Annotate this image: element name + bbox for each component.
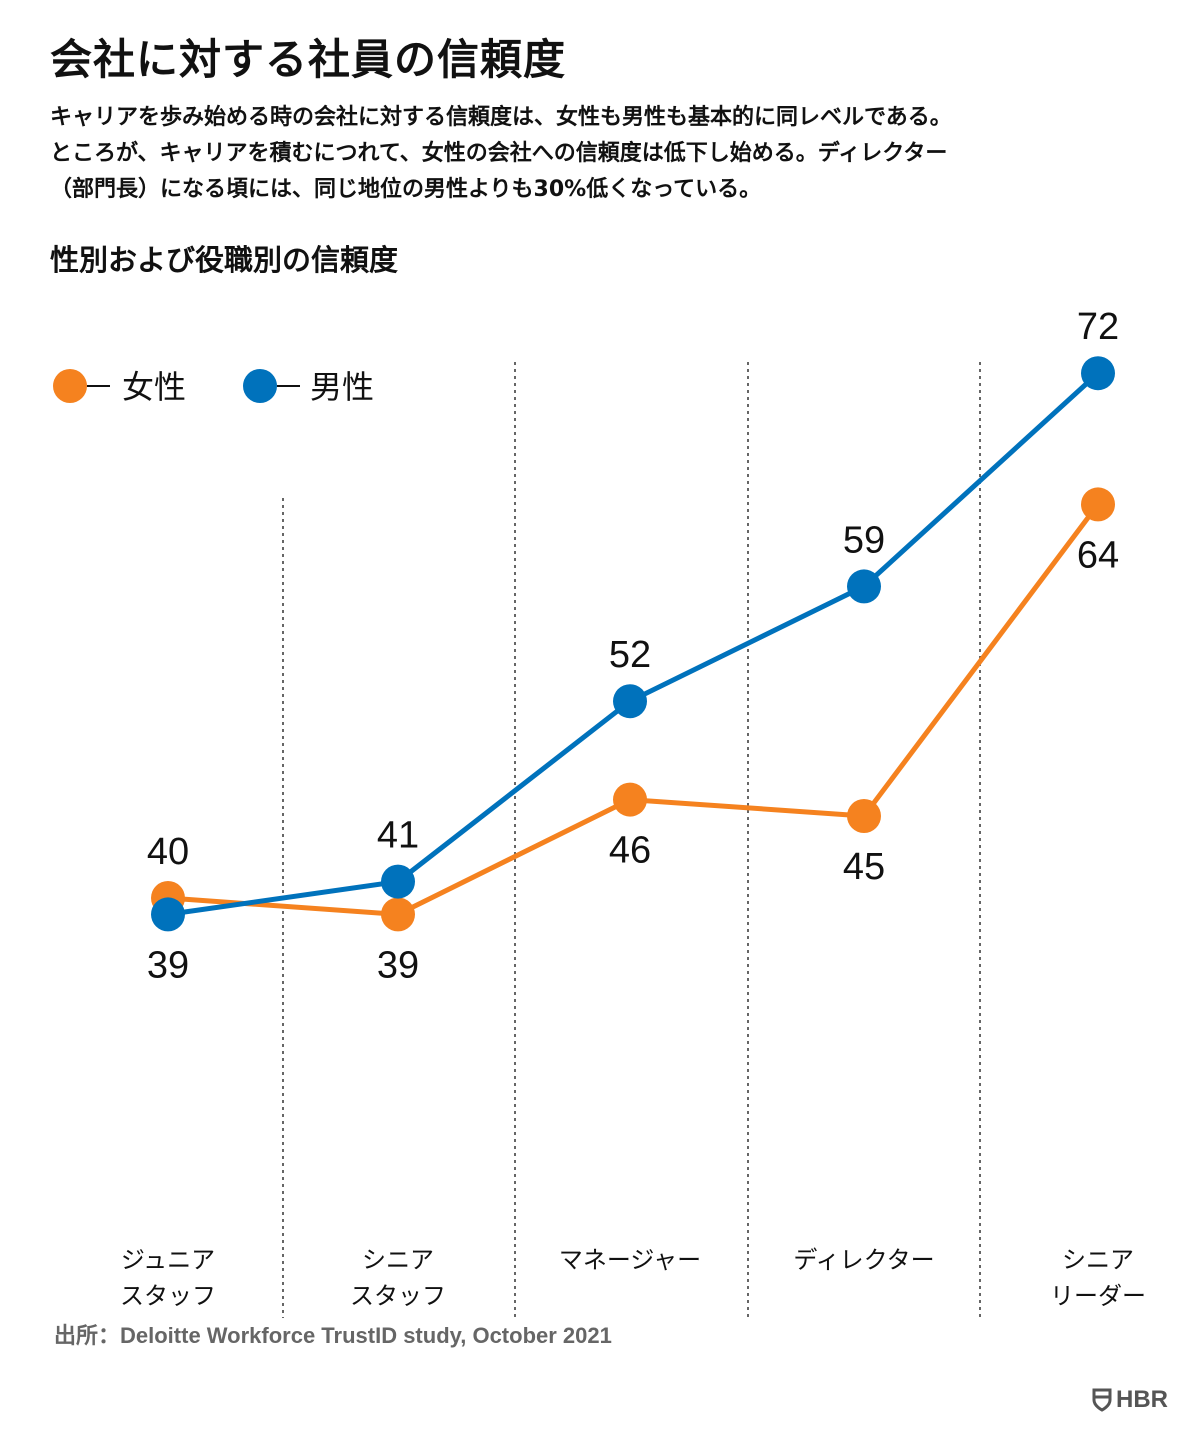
category-label: ディレクター [793,1246,934,1274]
data-label-women: 40 [147,831,189,873]
data-label-women: 39 [377,944,419,986]
data-label-men: 41 [377,815,419,857]
data-label-men: 52 [609,634,651,676]
legend-marker-men [243,369,277,403]
data-point-men [151,897,185,932]
data-point-men [1081,356,1115,391]
data-point-men [381,864,415,899]
data-label-men: 59 [843,519,885,561]
subtitle-line: （部門長）になる頃には、同じ地位の男性よりも30%低くなっている。 [50,177,762,202]
data-label-men: 39 [147,944,189,986]
category-label: ジュニアスタッフ [120,1246,216,1310]
source-note: 出所：Deloitte Workforce TrustID study, Oct… [54,1323,612,1348]
chart-heading: 性別および役職別の信頼度 [50,243,399,277]
data-point-women [1081,487,1115,522]
data-label-men: 72 [1077,306,1119,348]
data-point-men [613,684,647,719]
legend-label-women: 女性 [122,368,186,406]
legend-label-men: 男性 [310,368,374,406]
data-label-women: 64 [1077,534,1119,576]
data-point-women [847,799,881,833]
hbr-logo: HBR [1092,1386,1168,1414]
data-point-women [613,782,647,817]
subtitle-line: キャリアを歩み始める時の会社に対する信頼度は、女性も男性も基本的に同レベルである… [50,105,952,130]
chart-subtitle: キャリアを歩み始める時の会社に対する信頼度は、女性も男性も基本的に同レベルである… [50,100,1170,208]
hbr-shield-icon [1092,1388,1112,1412]
data-label-women: 45 [843,846,885,888]
data-point-men [847,569,881,604]
category-label: シニアリーダー [1050,1246,1146,1310]
data-point-women [381,897,415,932]
chart-title: 会社に対する社員の信頼度 [50,35,567,84]
category-label: マネージャー [559,1246,701,1274]
category-label: シニアスタッフ [350,1246,446,1310]
logo-text: HBR [1116,1386,1168,1413]
data-label-women: 46 [609,830,651,872]
subtitle-line: ところが、キャリアを積むにつれて、女性の会社への信頼度は低下し始める。ディレクタ… [50,141,948,166]
legend-marker-women [53,369,87,403]
